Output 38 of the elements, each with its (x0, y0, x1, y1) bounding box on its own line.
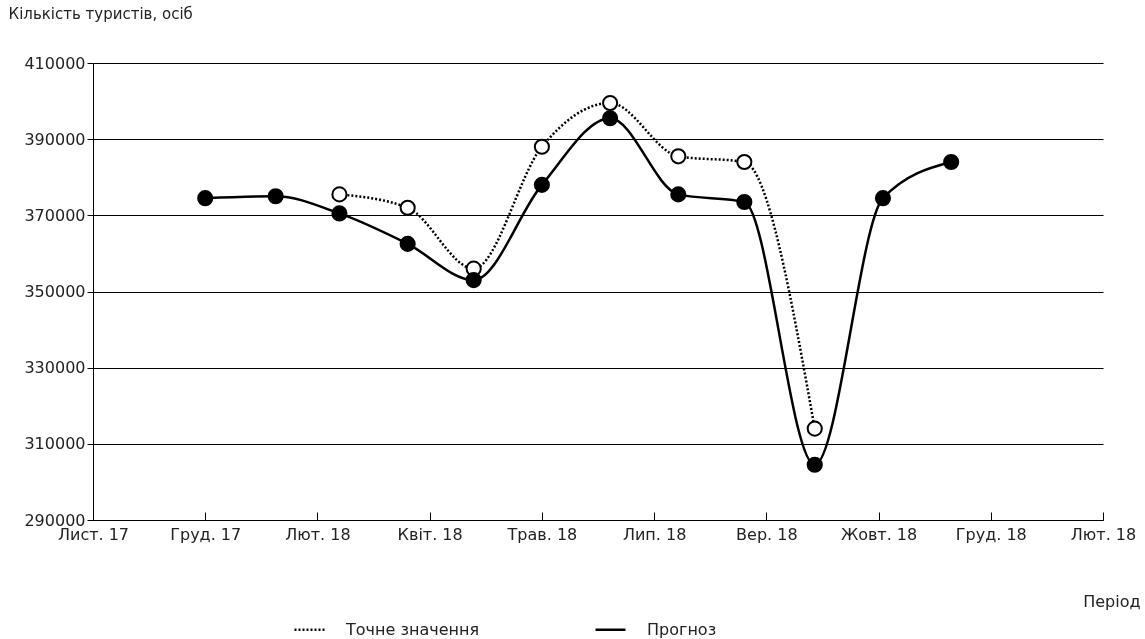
point (267, 188, 284, 205)
legend-label: Точне значення (345, 619, 480, 639)
point (736, 193, 753, 211)
y-tick-label: 390000 (24, 129, 86, 149)
x-tick-label: Лют. 18 (285, 524, 351, 544)
point (465, 272, 482, 289)
point (874, 190, 892, 207)
point (670, 186, 687, 203)
legend-label: Прогноз (647, 619, 717, 639)
x-tick-label: Лют. 18 (1070, 524, 1137, 544)
point (399, 199, 416, 216)
point (399, 235, 416, 252)
x-tick-label: Груд. 17 (170, 524, 242, 544)
point (806, 456, 823, 473)
point (533, 138, 550, 155)
point (670, 148, 687, 165)
point (602, 94, 619, 112)
y-tick-label: 310000 (24, 434, 86, 454)
x-tick-label: Квіт. 18 (397, 524, 463, 544)
x-axis-title: Період (1083, 591, 1141, 611)
point (331, 186, 348, 203)
x-tick-label: Жовт. 18 (840, 524, 918, 544)
point (736, 153, 753, 171)
x-tick-label: Трав. 18 (506, 524, 578, 544)
point (197, 190, 214, 207)
point (602, 110, 619, 127)
y-axis-title: Кількість туристів, осіб (8, 4, 193, 23)
y-tick-label: 330000 (24, 358, 86, 378)
y-tick-label: 350000 (24, 282, 86, 301)
point (943, 153, 960, 171)
point (331, 205, 348, 222)
point (806, 420, 823, 437)
x-tick-label: Лип. 18 (622, 524, 687, 544)
x-tick-label: Вер. 18 (736, 524, 798, 544)
y-tick-label: 370000 (24, 205, 86, 225)
point (533, 176, 550, 193)
x-tick-label: Груд. 18 (955, 524, 1027, 544)
y-tick-label: 410000 (24, 53, 86, 73)
